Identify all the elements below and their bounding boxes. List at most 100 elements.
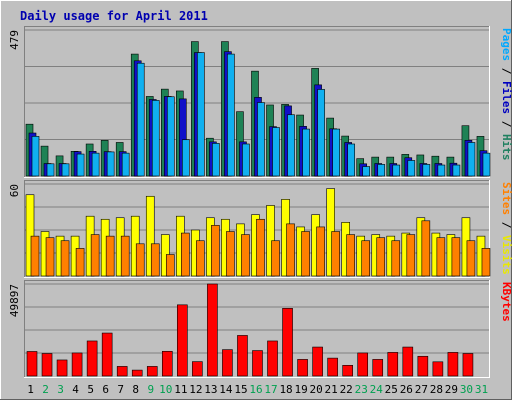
x-tick-label: 16 bbox=[249, 383, 262, 396]
bar-pages-day-23 bbox=[362, 166, 371, 177]
bar-pages-day-11 bbox=[182, 139, 190, 177]
x-tick-label: 5 bbox=[87, 383, 94, 396]
bar-kbytes-day-25 bbox=[387, 352, 399, 377]
bar-sites-day-24 bbox=[376, 237, 386, 277]
x-tick-label: 25 bbox=[385, 383, 398, 396]
x-tick-label: 7 bbox=[117, 383, 124, 396]
panel-hits: 479 Pages / Files / Hits bbox=[8, 26, 512, 178]
bar-sites-day-3 bbox=[60, 240, 70, 277]
bar-sites-day-17 bbox=[271, 240, 280, 277]
x-tick-label: 2 bbox=[42, 383, 49, 396]
x-axis-day-labels: 1 2 3 4 5 6 7 8 9 10 11 12 13 14 15 16 17 18 19 20 21 22 23 24 2… bbox=[27, 383, 488, 396]
x-tick-label: 17 bbox=[264, 383, 277, 396]
x-tick-label: 27 bbox=[415, 383, 428, 396]
bar-kbytes-day-10 bbox=[161, 350, 173, 377]
bar-pages-day-14 bbox=[227, 53, 235, 177]
x-tick-label: 20 bbox=[310, 383, 323, 396]
bar-sites-day-14 bbox=[226, 231, 235, 277]
x-tick-label: 22 bbox=[340, 383, 353, 396]
bar-sites-day-1 bbox=[30, 235, 40, 277]
bar-sites-day-11 bbox=[181, 232, 190, 277]
bar-pages-day-24 bbox=[377, 164, 386, 177]
x-tick-label: 9 bbox=[147, 383, 154, 396]
bar-sites-day-25 bbox=[391, 240, 401, 277]
bar-sites-day-12 bbox=[196, 240, 205, 277]
bar-kbytes-day-17 bbox=[267, 340, 278, 377]
x-tick-label: 23 bbox=[355, 383, 368, 396]
bar-pages-day-26 bbox=[407, 160, 416, 177]
bar-kbytes-day-21 bbox=[327, 357, 338, 377]
bar-sites-day-31 bbox=[481, 248, 491, 277]
bar-kbytes-day-12 bbox=[192, 361, 203, 377]
bar-pages-day-7 bbox=[121, 152, 130, 177]
bar-sites-day-20 bbox=[316, 226, 325, 277]
bar-pages-day-4 bbox=[76, 153, 85, 177]
bar-kbytes-day-7 bbox=[116, 366, 128, 377]
bar-kbytes-day-15 bbox=[237, 335, 248, 377]
bar-kbytes-day-27 bbox=[417, 355, 429, 377]
x-tick-label: 14 bbox=[219, 383, 233, 396]
bar-sites-day-29 bbox=[451, 237, 461, 277]
bar-pages-day-3 bbox=[61, 163, 70, 177]
bar-sites-day-15 bbox=[241, 234, 250, 277]
bar-sites-day-5 bbox=[90, 234, 100, 277]
x-tick-label: 31 bbox=[475, 383, 488, 396]
bar-pages-day-28 bbox=[437, 164, 446, 177]
bar-sites-day-2 bbox=[45, 237, 55, 277]
legend-entry: Sites bbox=[500, 182, 512, 215]
bar-sites-day-10 bbox=[165, 254, 175, 277]
x-tick-label: 12 bbox=[189, 383, 202, 396]
bar-kbytes-day-9 bbox=[146, 366, 158, 377]
bar-pages-day-30 bbox=[467, 142, 476, 177]
x-tick-label: 19 bbox=[294, 383, 307, 396]
bar-kbytes-day-29 bbox=[447, 352, 459, 377]
bar-kbytes-day-2 bbox=[41, 353, 53, 377]
bar-pages-day-12 bbox=[197, 52, 205, 177]
legend-entry: Visits bbox=[500, 235, 512, 275]
bar-kbytes-day-13 bbox=[207, 283, 218, 377]
bar-kbytes-day-8 bbox=[131, 369, 143, 377]
panel-legend: KBytes bbox=[500, 282, 512, 322]
bar-pages-day-16 bbox=[257, 102, 265, 177]
x-tick-label: 30 bbox=[460, 383, 473, 396]
x-tick-label: 13 bbox=[204, 383, 217, 396]
bar-kbytes-day-20 bbox=[312, 346, 323, 377]
bar-pages-day-21 bbox=[332, 128, 340, 177]
x-tick-label: 18 bbox=[279, 383, 292, 396]
legend-entry: Hits bbox=[500, 134, 512, 161]
bar-kbytes-day-16 bbox=[252, 350, 263, 377]
bar-pages-day-13 bbox=[212, 143, 220, 177]
bar-kbytes-day-26 bbox=[402, 346, 414, 377]
bar-kbytes-day-19 bbox=[297, 359, 308, 377]
bar-kbytes-day-6 bbox=[101, 332, 113, 377]
bar-pages-day-15 bbox=[242, 143, 250, 177]
bar-pages-day-6 bbox=[106, 151, 115, 177]
bar-sites-day-13 bbox=[211, 225, 220, 277]
bar-visits-day-1 bbox=[25, 194, 35, 277]
bar-kbytes-day-11 bbox=[177, 304, 188, 377]
bar-pages-day-18 bbox=[287, 114, 295, 177]
x-tick-label: 15 bbox=[234, 383, 247, 396]
panel-kbytes: 49897 KBytes bbox=[8, 280, 512, 378]
bar-kbytes-day-1 bbox=[26, 351, 38, 377]
x-tick-label: 24 bbox=[370, 383, 384, 396]
x-tick-label: 26 bbox=[400, 383, 413, 396]
bar-kbytes-day-23 bbox=[357, 352, 369, 377]
x-tick-label: 21 bbox=[325, 383, 338, 396]
series-kbytes bbox=[26, 283, 474, 377]
chart-title: Daily usage for April 2011 bbox=[20, 9, 208, 23]
bar-pages-day-31 bbox=[482, 152, 491, 177]
bar-sites-day-21 bbox=[331, 231, 340, 277]
bar-pages-day-10 bbox=[166, 96, 175, 177]
bar-sites-day-4 bbox=[75, 248, 85, 277]
panel-legend: Pages / Files / Hits bbox=[500, 28, 512, 161]
bar-pages-day-19 bbox=[302, 128, 310, 177]
series-sites bbox=[30, 218, 491, 277]
bar-pages-day-27 bbox=[422, 164, 431, 177]
bar-kbytes-day-28 bbox=[432, 361, 444, 377]
bar-sites-day-7 bbox=[120, 235, 130, 277]
bar-pages-day-25 bbox=[392, 164, 401, 177]
bar-pages-day-9 bbox=[151, 100, 160, 177]
bar-sites-day-26 bbox=[406, 234, 416, 277]
